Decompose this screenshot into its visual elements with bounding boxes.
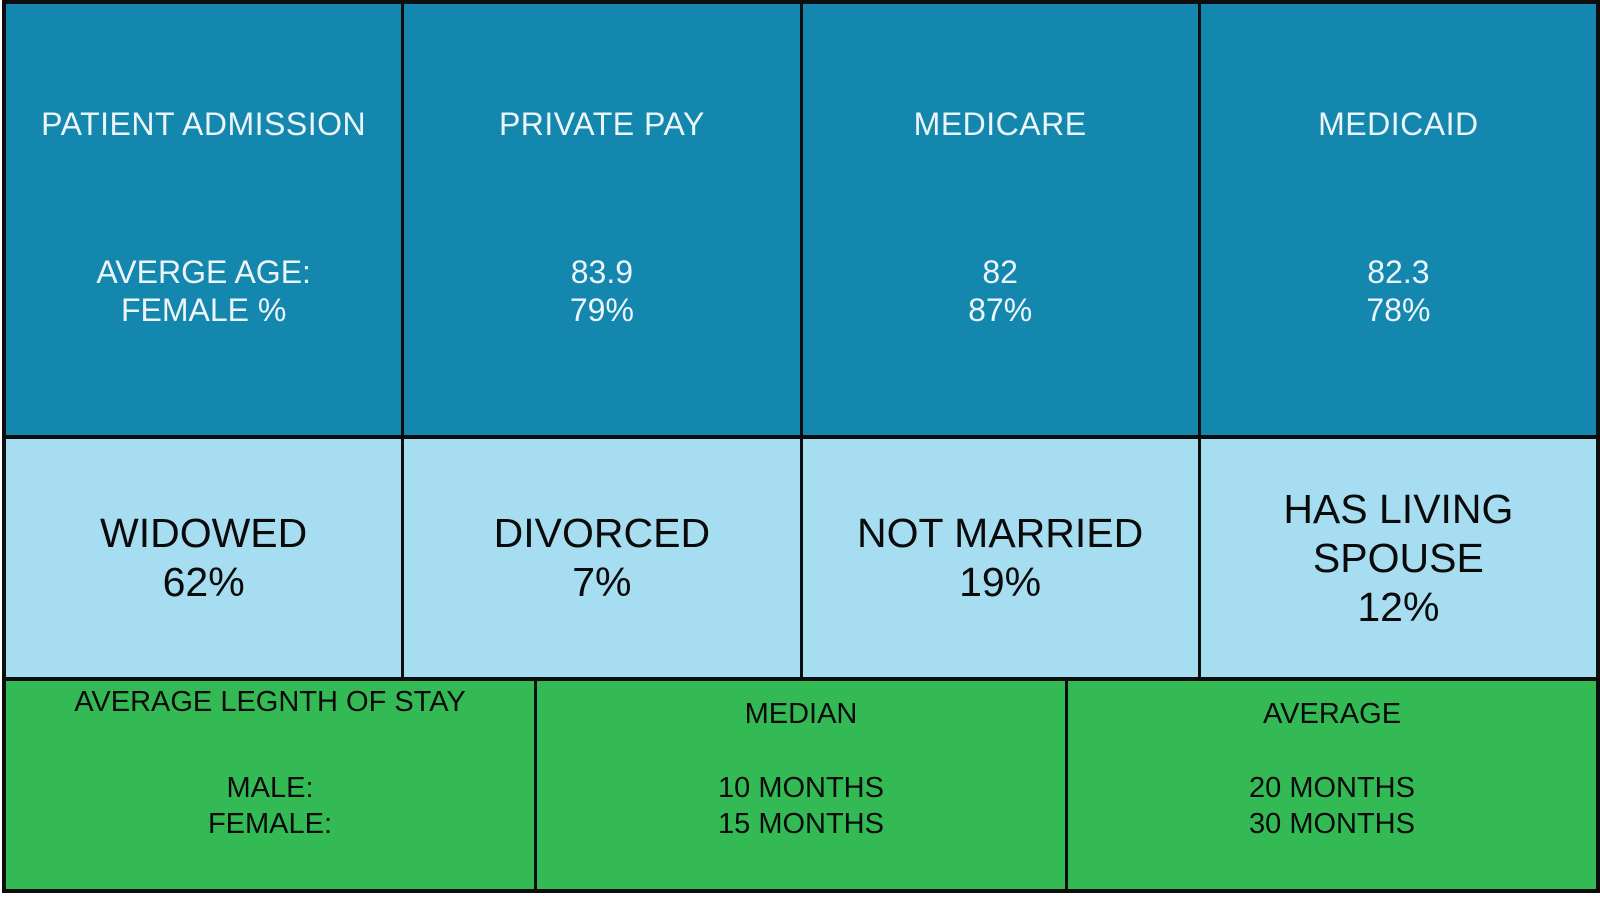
private-pay-values: 83.9 79% [404, 253, 799, 329]
living-spouse-value: 12% [1357, 583, 1440, 630]
living-spouse-cell: HAS LIVING SPOUSE 12% [1200, 439, 1596, 677]
female-label: FEMALE: [207, 808, 333, 840]
admissions-row-header: PATIENT ADMISSION [41, 106, 367, 142]
divorced-cell: DIVORCED 7% [404, 439, 803, 677]
divorced-label: DIVORCED [493, 510, 711, 556]
average-female-months: 30 MONTHS [1249, 808, 1415, 840]
medicaid-cell: MEDICAID 82.3 78% [1200, 4, 1596, 435]
divorced-value: 7% [572, 559, 632, 605]
stay-row-header: AVERAGE LEGNTH OF STAY [74, 686, 466, 718]
not-married-label: NOT MARRIED [856, 510, 1144, 556]
widowed-text: WIDOWED 62% [100, 509, 307, 607]
widowed-cell: WIDOWED 62% [6, 439, 405, 677]
admissions-row-labels: AVERGE AGE: FEMALE % [6, 253, 401, 329]
median-male-months: 10 MONTHS [718, 772, 884, 804]
widowed-label: WIDOWED [100, 510, 308, 556]
private-pay-avg-age: 83.9 [570, 254, 634, 290]
medicare-female-pct: 87% [968, 292, 1033, 328]
medicare-header: MEDICARE [913, 106, 1087, 142]
medicaid-avg-age: 82.3 [1367, 254, 1430, 290]
median-female-months: 15 MONTHS [718, 808, 884, 840]
marital-status-row: WIDOWED 62% DIVORCED 7% NOT MARRIED 19% … [6, 435, 1596, 677]
average-header: AVERAGE [1262, 698, 1402, 730]
admissions-row: PATIENT ADMISSION AVERGE AGE: FEMALE % P… [6, 4, 1596, 435]
living-spouse-label: HAS LIVING SPOUSE [1283, 485, 1514, 581]
medicare-values: 82 87% [803, 253, 1198, 329]
medicare-avg-age: 82 [982, 254, 1018, 290]
private-pay-female-pct: 79% [569, 292, 634, 328]
private-pay-cell: PRIVATE PAY 83.9 79% [404, 4, 803, 435]
male-label: MALE: [226, 772, 314, 804]
not-married-text: NOT MARRIED 19% [857, 509, 1143, 607]
median-values: 10 MONTHS 15 MONTHS [537, 770, 1065, 842]
median-header: MEDIAN [744, 698, 858, 730]
admissions-label-cell: PATIENT ADMISSION AVERGE AGE: FEMALE % [6, 4, 405, 435]
widowed-value: 62% [162, 559, 245, 605]
avg-age-label: AVERGE AGE: [96, 254, 311, 290]
average-values: 20 MONTHS 30 MONTHS [1068, 770, 1596, 842]
private-pay-header: PRIVATE PAY [498, 106, 705, 142]
not-married-cell: NOT MARRIED 19% [802, 439, 1201, 677]
stay-label-cell: AVERAGE LEGNTH OF STAY MALE: FEMALE: [6, 681, 537, 889]
medicaid-header: MEDICAID [1318, 106, 1479, 142]
divorced-text: DIVORCED 7% [494, 509, 710, 607]
medicaid-values: 82.3 78% [1201, 253, 1596, 329]
average-stay-cell: AVERAGE 20 MONTHS 30 MONTHS [1068, 681, 1596, 889]
living-spouse-text: HAS LIVING SPOUSE 12% [1226, 485, 1571, 632]
medicare-cell: MEDICARE 82 87% [802, 4, 1201, 435]
length-of-stay-row: AVERAGE LEGNTH OF STAY MALE: FEMALE: MED… [6, 677, 1596, 889]
median-stay-cell: MEDIAN 10 MONTHS 15 MONTHS [537, 681, 1068, 889]
medicaid-female-pct: 78% [1366, 292, 1431, 328]
female-pct-label: FEMALE % [120, 292, 287, 328]
average-male-months: 20 MONTHS [1249, 772, 1415, 804]
stay-row-labels: MALE: FEMALE: [6, 770, 534, 842]
not-married-value: 19% [959, 559, 1042, 605]
